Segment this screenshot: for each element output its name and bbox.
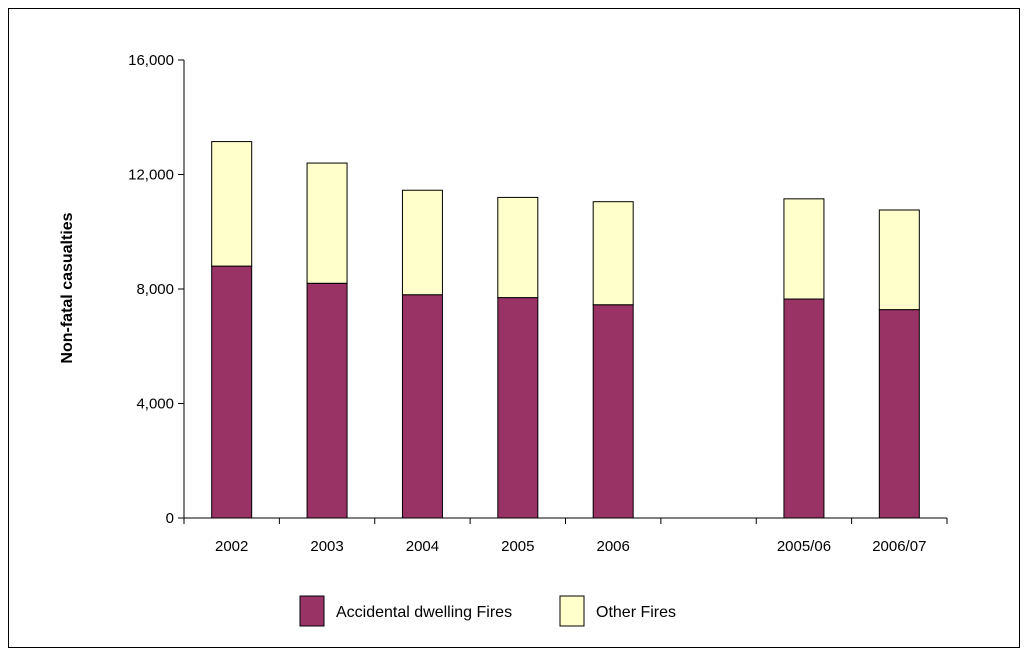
bar-accidental-dwelling-fires [878,309,920,519]
x-tick-label: 2006 [597,538,630,555]
bar-accidental-dwelling-fires [497,297,539,519]
y-tick-label: 0 [166,510,174,527]
x-tick-label: 2004 [406,538,439,555]
legend-label: Other Fires [596,604,676,621]
x-tick-label: 2005/06 [777,538,831,555]
bar-accidental-dwelling-fires [401,294,443,519]
y-tick-label: 4,000 [136,396,174,413]
bars [211,141,920,519]
bar-other-fires [401,189,443,296]
x-tick-label: 2005 [501,538,534,555]
legend-swatch [559,595,585,627]
bar-accidental-dwelling-fires [592,304,634,519]
x-tick-label: 2003 [310,538,343,555]
bar-accidental-dwelling-fires [211,265,253,519]
axes [178,59,948,524]
legend: Accidental dwelling Fires Other Fires [299,595,676,627]
bar-other-fires [211,141,253,267]
legend-label: Accidental dwelling Fires [336,604,512,621]
y-tick-label: 12,000 [128,167,174,184]
bar-accidental-dwelling-fires [783,298,825,519]
y-axis-title: Non-fatal casualties [59,212,76,363]
bar-other-fires [783,198,825,300]
x-tick-label: 2002 [215,538,248,555]
x-tick-label: 2006/07 [872,538,926,555]
bar-other-fires [497,196,539,299]
bar-other-fires [306,162,348,284]
tick-labels: 0 4,000 8,000 12,000 16,000 2002 2003 2004 2005 2… [128,52,926,555]
y-tick-label: 8,000 [136,281,174,298]
legend-swatch [299,595,325,627]
y-tick-label: 16,000 [128,52,174,69]
bar-accidental-dwelling-fires [306,282,348,519]
bar-other-fires [878,209,920,311]
bar-other-fires [592,201,634,306]
